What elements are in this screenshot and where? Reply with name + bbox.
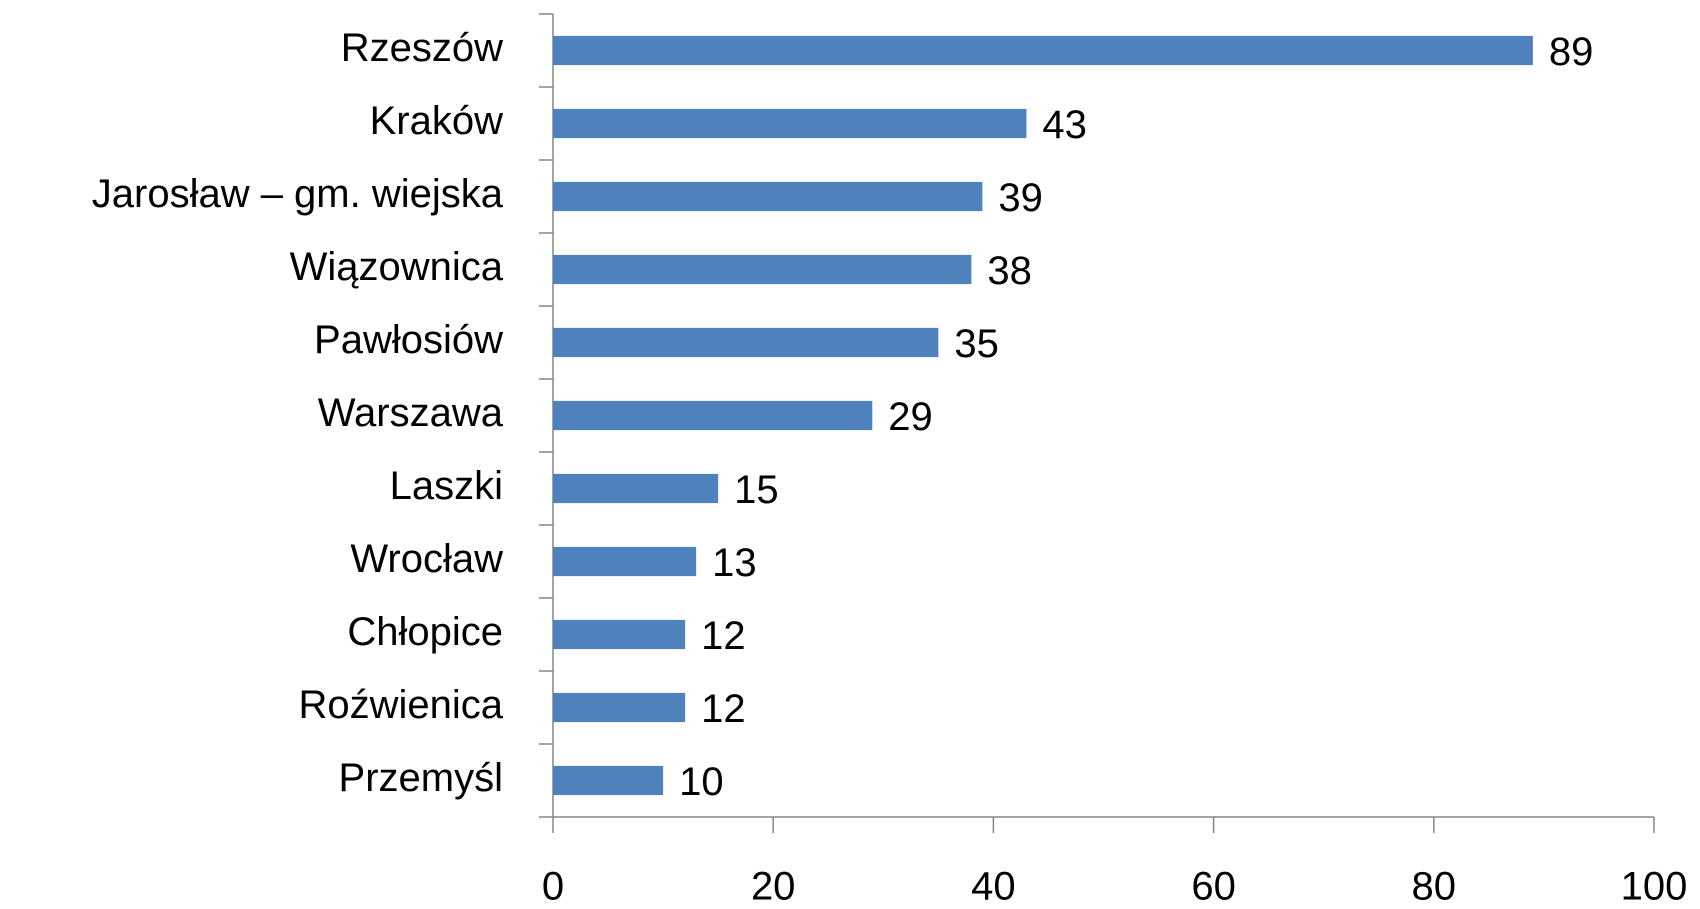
bar: [553, 254, 972, 285]
bar: [553, 546, 697, 577]
value-label: 39: [998, 176, 1043, 220]
x-tick-label: 0: [542, 865, 564, 909]
bar: [553, 765, 664, 796]
value-label: 43: [1042, 103, 1087, 147]
y-tick-label: Chłopice: [347, 610, 503, 654]
bar: [553, 108, 1027, 139]
x-tick-label: 80: [1412, 865, 1457, 909]
bar: [553, 327, 939, 358]
value-label: 13: [712, 541, 757, 585]
bar: [553, 473, 719, 504]
x-tick-label: 60: [1191, 865, 1236, 909]
y-tick-label: Rzeszów: [341, 26, 503, 70]
bar: [553, 692, 686, 723]
value-label: 38: [987, 249, 1032, 293]
value-label: 12: [701, 614, 746, 658]
y-tick-label: Przemyśl: [339, 756, 503, 800]
bar: [553, 619, 686, 650]
value-label: 15: [734, 468, 779, 512]
x-tick-label: 100: [1621, 865, 1688, 909]
value-label: 10: [679, 760, 724, 804]
y-tick-label: Pawłosiów: [314, 318, 503, 362]
y-tick-label: Kraków: [370, 99, 503, 143]
x-tick-label: 20: [751, 865, 796, 909]
y-tick-label: Roźwienica: [298, 683, 503, 727]
value-label: 12: [701, 687, 746, 731]
y-tick-label: Jarosław – gm. wiejska: [92, 172, 504, 216]
y-tick-label: Warszawa: [318, 391, 504, 435]
y-tick-label: Wrocław: [350, 537, 503, 581]
y-tick-label: Wiązownica: [290, 245, 504, 289]
bar: [553, 181, 983, 212]
bar: [553, 400, 873, 431]
value-label: 89: [1549, 30, 1594, 74]
value-label: 29: [888, 395, 933, 439]
value-label: 35: [954, 322, 999, 366]
x-tick-label: 40: [971, 865, 1016, 909]
bar: [553, 35, 1533, 66]
y-tick-label: Laszki: [390, 464, 503, 508]
